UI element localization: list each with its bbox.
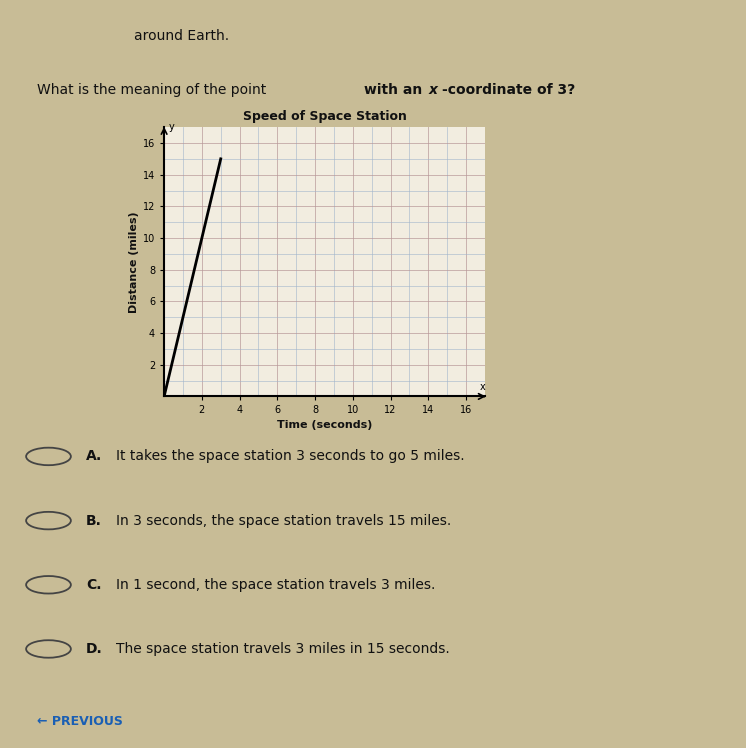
- Text: -coordinate of 3?: -coordinate of 3?: [442, 83, 576, 97]
- Text: D.: D.: [86, 642, 102, 656]
- Text: A.: A.: [86, 450, 102, 464]
- Text: C.: C.: [86, 577, 101, 592]
- Text: It takes the space station 3 seconds to go 5 miles.: It takes the space station 3 seconds to …: [116, 450, 464, 464]
- Title: Speed of Space Station: Speed of Space Station: [242, 110, 407, 123]
- Text: The space station travels 3 miles in 15 seconds.: The space station travels 3 miles in 15 …: [116, 642, 449, 656]
- Text: What is the meaning of the point: What is the meaning of the point: [37, 83, 271, 97]
- Text: y: y: [169, 123, 175, 132]
- Y-axis label: Distance (miles): Distance (miles): [128, 211, 139, 313]
- Text: x: x: [480, 382, 486, 392]
- Text: ← PREVIOUS: ← PREVIOUS: [37, 715, 123, 729]
- Text: with an: with an: [364, 83, 427, 97]
- Text: around Earth.: around Earth.: [134, 29, 230, 43]
- Text: x: x: [429, 83, 438, 97]
- Text: B.: B.: [86, 514, 101, 527]
- X-axis label: Time (seconds): Time (seconds): [277, 420, 372, 429]
- Text: In 1 second, the space station travels 3 miles.: In 1 second, the space station travels 3…: [116, 577, 435, 592]
- Text: In 3 seconds, the space station travels 15 miles.: In 3 seconds, the space station travels …: [116, 514, 451, 527]
